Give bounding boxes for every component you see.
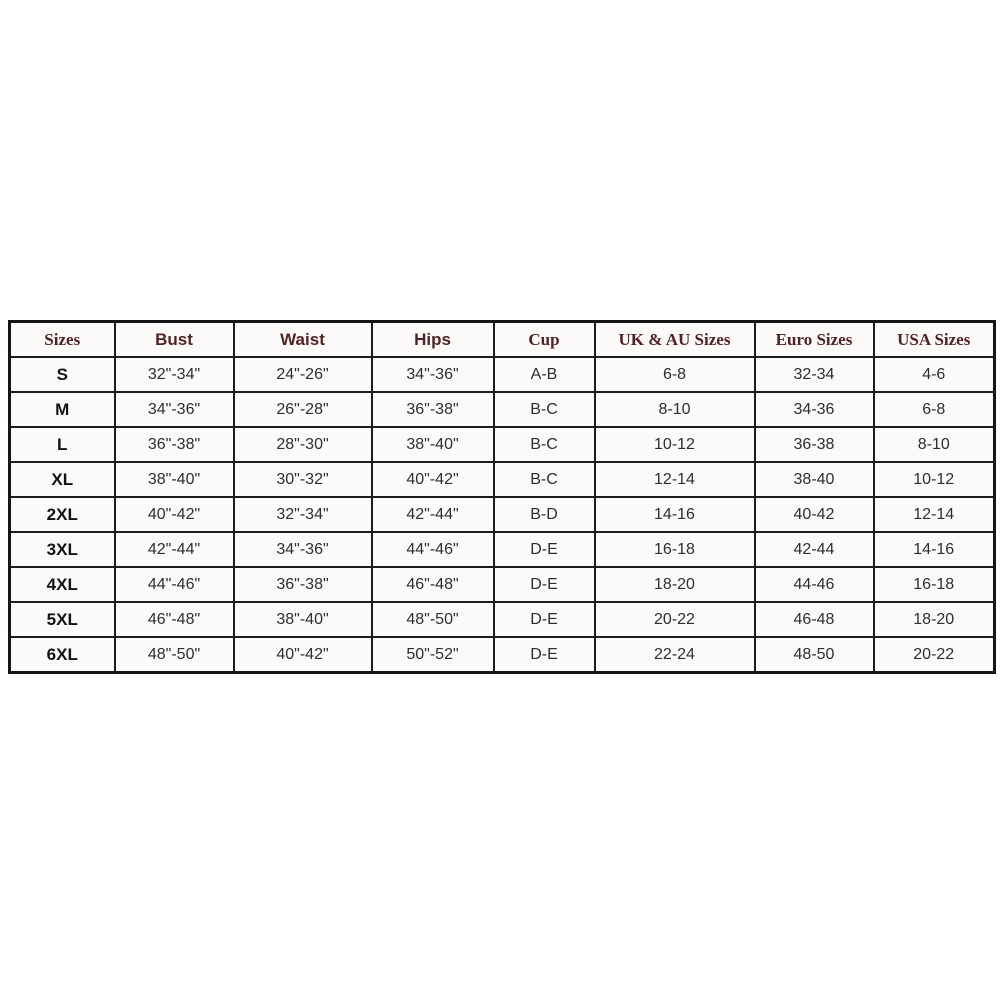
value-cell: 6-8 [872,391,996,428]
size-label-cell: 3XL [8,531,116,568]
value-cell: 8-10 [872,426,996,463]
table-row-s: S 32"-34" 24"-26" 34"-36" A-B 6-8 32-34 4-6 [8,356,996,393]
value-cell: D-E [492,601,596,638]
value-cell: 30"-32" [232,461,373,498]
value-cell: D-E [492,636,596,674]
value-cell: 36"-38" [113,426,235,463]
value-cell: B-C [492,426,596,463]
value-cell: 22-24 [593,636,756,674]
table-row-l: L 36"-38" 28"-30" 38"-40" B-C 10-12 36-38 8-10 [8,426,996,463]
column-header-usa-sizes: USA Sizes [872,320,996,358]
table-row-3xl: 3XL 42"-44" 34"-36" 44"-46" D-E 16-18 42-44 14-… [8,531,996,568]
size-label-cell: 4XL [8,566,116,603]
size-chart-table: Sizes Bust Waist Hips Cup UK & AU Sizes Euro S… [8,320,996,674]
size-chart: Sizes Bust Waist Hips Cup UK & AU Sizes Euro S… [8,320,996,674]
column-header-uk-au-sizes: UK & AU Sizes [593,320,756,358]
column-header-waist: Waist [232,320,373,358]
value-cell: 10-12 [872,461,996,498]
value-cell: 16-18 [872,566,996,603]
value-cell: 14-16 [872,531,996,568]
value-cell: 38-40 [753,461,875,498]
value-cell: D-E [492,566,596,603]
value-cell: 12-14 [872,496,996,533]
value-cell: 44"-46" [370,531,495,568]
value-cell: 44-46 [753,566,875,603]
value-cell: 32"-34" [113,356,235,393]
value-cell: A-B [492,356,596,393]
value-cell: 28"-30" [232,426,373,463]
value-cell: D-E [492,531,596,568]
value-cell: 38"-40" [370,426,495,463]
value-cell: 32"-34" [232,496,373,533]
value-cell: 40"-42" [370,461,495,498]
value-cell: 34-36 [753,391,875,428]
value-cell: 38"-40" [113,461,235,498]
value-cell: 20-22 [593,601,756,638]
value-cell: 20-22 [872,636,996,674]
value-cell: 46-48 [753,601,875,638]
value-cell: 40"-42" [232,636,373,674]
value-cell: B-D [492,496,596,533]
value-cell: 12-14 [593,461,756,498]
column-header-euro-sizes: Euro Sizes [753,320,875,358]
size-label-cell: 6XL [8,636,116,674]
size-label-cell: 2XL [8,496,116,533]
value-cell: B-C [492,461,596,498]
value-cell: B-C [492,391,596,428]
header-row: Sizes Bust Waist Hips Cup UK & AU Sizes Euro S… [8,320,996,358]
column-header-bust: Bust [113,320,235,358]
value-cell: 48"-50" [370,601,495,638]
column-header-sizes: Sizes [8,320,116,358]
value-cell: 32-34 [753,356,875,393]
table-row-6xl: 6XL 48"-50" 40"-42" 50"-52" D-E 22-24 48-50 20-… [8,636,996,674]
value-cell: 34"-36" [232,531,373,568]
value-cell: 36"-38" [370,391,495,428]
value-cell: 42-44 [753,531,875,568]
size-label-cell: 5XL [8,601,116,638]
size-label-cell: M [8,391,116,428]
value-cell: 36-38 [753,426,875,463]
value-cell: 34"-36" [113,391,235,428]
value-cell: 24"-26" [232,356,373,393]
value-cell: 6-8 [593,356,756,393]
table-row-5xl: 5XL 46"-48" 38"-40" 48"-50" D-E 20-22 46-48 18-… [8,601,996,638]
column-header-cup: Cup [492,320,596,358]
value-cell: 36"-38" [232,566,373,603]
value-cell: 38"-40" [232,601,373,638]
value-cell: 48-50 [753,636,875,674]
value-cell: 10-12 [593,426,756,463]
table-row-m: M 34"-36" 26"-28" 36"-38" B-C 8-10 34-36 6-8 [8,391,996,428]
column-header-hips: Hips [370,320,495,358]
table-row-4xl: 4XL 44"-46" 36"-38" 46"-48" D-E 18-20 44-46 16-… [8,566,996,603]
value-cell: 14-16 [593,496,756,533]
value-cell: 16-18 [593,531,756,568]
value-cell: 18-20 [872,601,996,638]
size-label-cell: L [8,426,116,463]
value-cell: 4-6 [872,356,996,393]
value-cell: 18-20 [593,566,756,603]
value-cell: 46"-48" [113,601,235,638]
value-cell: 34"-36" [370,356,495,393]
value-cell: 46"-48" [370,566,495,603]
value-cell: 26"-28" [232,391,373,428]
value-cell: 44"-46" [113,566,235,603]
value-cell: 48"-50" [113,636,235,674]
value-cell: 8-10 [593,391,756,428]
value-cell: 40-42 [753,496,875,533]
value-cell: 40"-42" [113,496,235,533]
size-label-cell: XL [8,461,116,498]
value-cell: 42"-44" [113,531,235,568]
table-row-xl: XL 38"-40" 30"-32" 40"-42" B-C 12-14 38-40 10-1… [8,461,996,498]
value-cell: 42"-44" [370,496,495,533]
table-row-2xl: 2XL 40"-42" 32"-34" 42"-44" B-D 14-16 40-42 12-… [8,496,996,533]
value-cell: 50"-52" [370,636,495,674]
size-label-cell: S [8,356,116,393]
